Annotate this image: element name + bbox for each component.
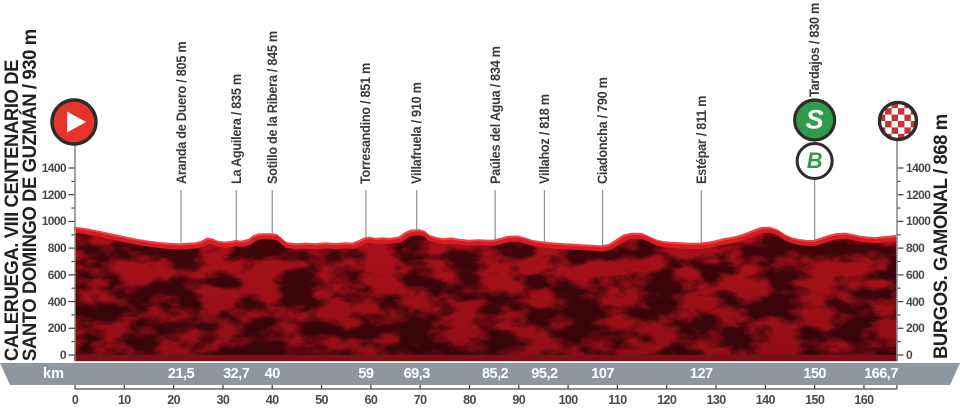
- play-icon: [67, 111, 86, 133]
- checkpoint-label: Villahoz / 818 m: [536, 94, 552, 184]
- route-profile-texture: [75, 230, 897, 355]
- elevation-tick-label: 0: [906, 348, 913, 362]
- elevation-tick-label: 1200: [906, 187, 931, 202]
- elevation-tick-label: 200: [47, 321, 67, 336]
- checkpoint-label: Tardajos / 830 m: [807, 3, 823, 98]
- km-ruler-label: 100: [558, 393, 579, 407]
- distance-value: 59: [358, 366, 374, 382]
- distance-value: 166,7: [864, 366, 898, 382]
- distance-value: 69,3: [403, 366, 431, 382]
- km-ruler-label: 80: [463, 393, 476, 407]
- km-ruler-label: 150: [805, 393, 825, 407]
- route-profile-highlight: [73, 226, 897, 249]
- distance-value: 95,2: [531, 366, 558, 382]
- elevation-tick-label: 1400: [906, 161, 931, 175]
- elevation-tick-label: 1200: [41, 187, 67, 202]
- km-ruler-label: 50: [315, 393, 328, 407]
- elevation-tick-label: 200: [906, 321, 925, 336]
- elevation-tick-label: 1000: [41, 214, 67, 229]
- checkpoint-label: La Aguilera / 835 m: [228, 74, 244, 184]
- checkpoint-label: Ciadoncha / 790 m: [595, 77, 611, 184]
- checkpoint-label: Aranda de Duero / 805 m: [173, 41, 189, 184]
- sprint-letter: S: [805, 104, 824, 135]
- km-ruler-label: 70: [413, 393, 427, 407]
- km-ruler-label: 0: [71, 393, 79, 407]
- km-ruler-label: 140: [755, 393, 776, 407]
- distance-value: 21,5: [167, 366, 195, 382]
- distance-value: 85,2: [481, 366, 509, 382]
- km-ruler-label: 160: [854, 393, 874, 407]
- elevation-tick-label: 400: [47, 294, 67, 309]
- distance-bar: [0, 363, 960, 385]
- checkpoint-label: Paúles del Agua / 834 m: [487, 46, 503, 185]
- bonus-marker: [795, 142, 834, 180]
- checkpoint-label: Torresandino / 851 m: [358, 62, 374, 184]
- elevation-tick-label: 600: [47, 267, 67, 282]
- distance-value: 150: [803, 366, 826, 382]
- km-ruler-label: 10: [117, 393, 131, 407]
- elevation-tick-label: 800: [47, 241, 67, 256]
- finish-location-title: BURGOS. GAMONAL / 868 m: [931, 114, 952, 360]
- distance-value: 107: [591, 366, 614, 382]
- elevation-baseline: [74, 354, 898, 362]
- finish-marker checkered-flag-icon: [877, 100, 919, 142]
- distance-value: 32,7: [223, 366, 250, 382]
- elevation-tick-label: 600: [906, 267, 925, 282]
- km-ruler-label: 90: [512, 393, 526, 407]
- km-unit-label: km: [43, 366, 64, 382]
- checkpoint-label: Estépar / 811 m: [693, 95, 709, 184]
- km-ruler-label: 120: [657, 393, 677, 407]
- elevation-tick-label: 0: [59, 348, 67, 362]
- km-ruler-label: 130: [706, 393, 727, 407]
- elevation-tick-label: 1400: [41, 161, 67, 175]
- route-profile-surface: [74, 228, 898, 252]
- elevation-tick-label: 800: [906, 241, 925, 256]
- distance-value: 127: [689, 366, 713, 382]
- km-ruler-label: 40: [265, 393, 279, 407]
- checkpoint-label: Sotillo de la Ribera / 845 m: [264, 31, 280, 184]
- sprint-marker: [793, 98, 837, 142]
- km-ruler-label: 30: [216, 393, 230, 407]
- elevation-tick-label: 400: [906, 294, 925, 309]
- km-ruler-label: 60: [364, 393, 378, 407]
- distance-value: 40: [264, 366, 281, 382]
- checkpoint-label: Villafruela / 910 m: [409, 82, 425, 184]
- elevation-tick-label: 1000: [906, 214, 931, 229]
- km-ruler-label: 20: [167, 393, 180, 407]
- km-ruler-label: 110: [608, 393, 627, 407]
- bonus-letter: B: [806, 148, 823, 173]
